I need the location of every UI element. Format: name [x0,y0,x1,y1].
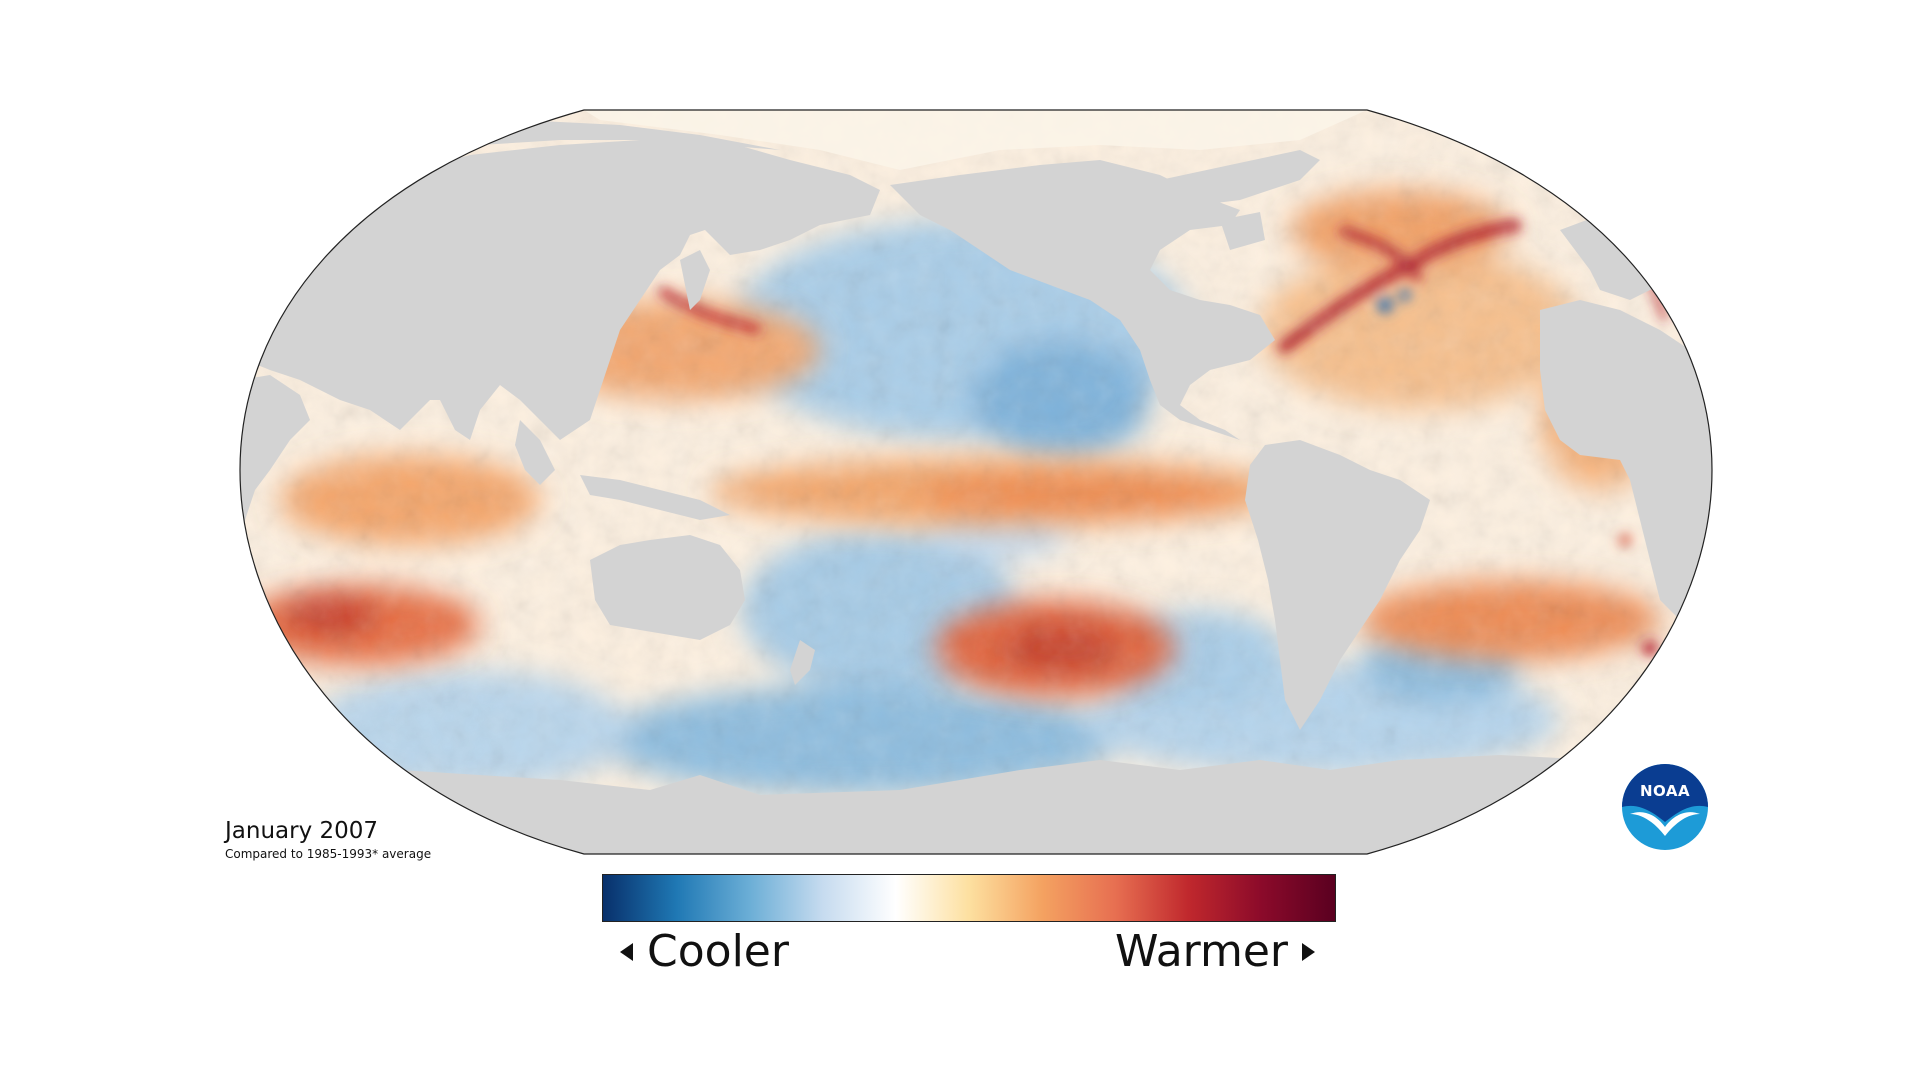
land-canada-islands [1220,212,1265,250]
land-southeast-asia [515,420,555,485]
land-greenland [1160,150,1320,205]
land-africa-west [1540,300,1712,620]
land-south-america [1245,440,1430,730]
color-scale-bar [602,874,1336,922]
land-antarctica [240,755,1712,854]
noaa-logo-icon: NOAA [1622,764,1708,850]
right-arrow-icon [1302,942,1315,961]
land-north-america [890,160,1275,440]
svg-text:NOAA: NOAA [1640,782,1690,800]
map-title: January 2007 [225,818,379,844]
legend-cool-label: Cooler [647,926,789,977]
legend-cool: Cooler [620,926,789,977]
land-indonesia [580,475,730,520]
ocean-anomaly-field [240,110,1712,854]
land-australia [590,535,745,640]
land-new-zealand [790,640,815,685]
legend-warm: Warmer [1115,926,1315,977]
map-subtitle: Compared to 1985-1993* average [225,847,432,861]
legend-warm-label: Warmer [1115,926,1288,977]
land-asia [240,140,880,440]
left-arrow-icon [620,942,633,961]
map-outline [239,109,1713,855]
land-africa-east [240,375,310,560]
land-japan [680,250,710,310]
